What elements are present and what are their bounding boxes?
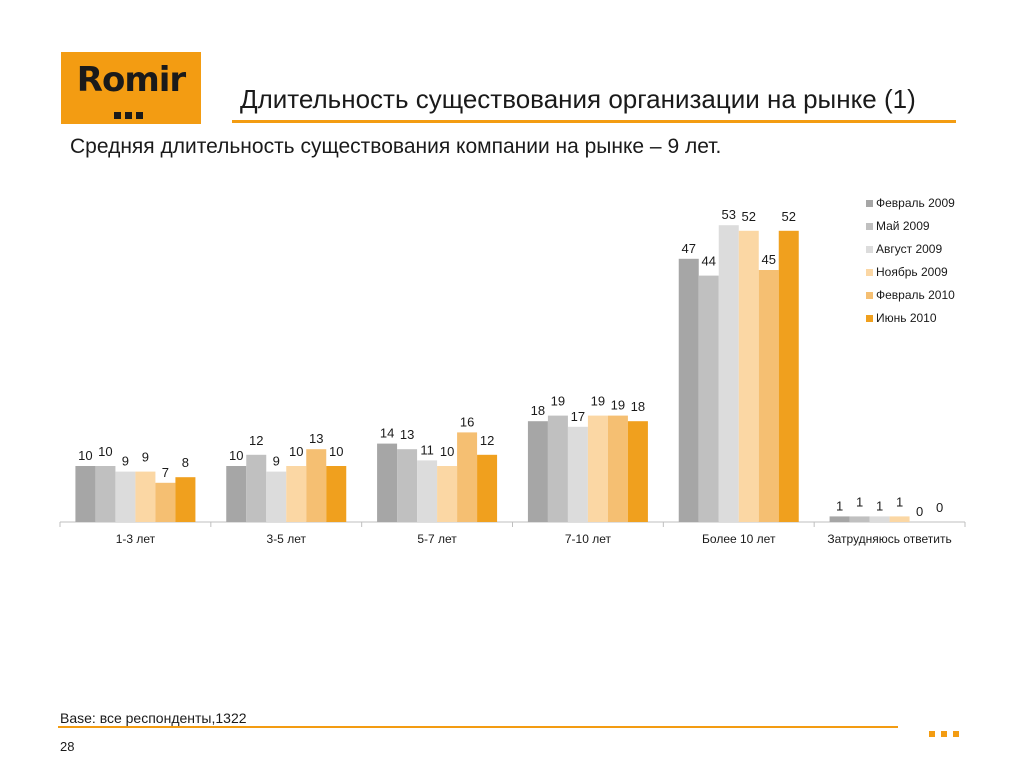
- legend-swatch: [866, 246, 873, 253]
- data-label: 1: [856, 494, 863, 509]
- legend-swatch: [866, 200, 873, 207]
- bar: [95, 466, 116, 522]
- romir-logo: Romir: [61, 52, 201, 124]
- bar: [175, 477, 196, 522]
- bar: [547, 415, 568, 522]
- data-label: 19: [611, 398, 625, 413]
- data-label: 10: [78, 448, 92, 463]
- bar: [869, 516, 890, 522]
- data-label: 52: [782, 209, 796, 224]
- x-tick-label: 3-5 лет: [267, 532, 307, 546]
- bar: [758, 270, 779, 522]
- legend-label: Ноябрь 2009: [876, 265, 948, 279]
- bar: [226, 466, 247, 522]
- data-label: 18: [631, 399, 645, 414]
- data-label: 19: [591, 394, 605, 409]
- data-label: 10: [440, 444, 454, 459]
- data-label: 47: [682, 241, 696, 256]
- data-label: 8: [182, 455, 189, 470]
- bar: [397, 449, 418, 522]
- data-label: 44: [702, 254, 716, 269]
- data-label: 9: [142, 450, 149, 465]
- bar: [246, 454, 267, 522]
- data-label: 19: [551, 394, 565, 409]
- data-label: 18: [531, 403, 545, 418]
- x-tick-label: 7-10 лет: [565, 532, 612, 546]
- data-label: 7: [162, 465, 169, 480]
- bar: [678, 258, 699, 522]
- data-label: 14: [380, 426, 394, 441]
- legend-label: Февраль 2010: [876, 288, 955, 302]
- logo-text: Romir: [76, 60, 186, 100]
- legend-swatch: [866, 315, 873, 322]
- bar: [738, 230, 759, 523]
- data-label: 10: [329, 444, 343, 459]
- base-note: Base: все респонденты,1322: [60, 710, 247, 726]
- bar: [306, 449, 327, 522]
- page-subtitle: Средняя длительность существования компа…: [70, 135, 722, 158]
- legend-swatch: [866, 269, 873, 276]
- data-label: 10: [98, 444, 112, 459]
- page-title: Длительность существования организации н…: [240, 84, 916, 114]
- data-label: 1: [896, 494, 903, 509]
- bar: [849, 516, 870, 522]
- data-label: 13: [400, 427, 414, 442]
- bar: [527, 421, 548, 522]
- legend-swatch: [866, 292, 873, 299]
- data-label: 16: [460, 414, 474, 429]
- bar: [377, 443, 398, 522]
- legend-label: Май 2009: [876, 219, 930, 233]
- bar: [115, 471, 136, 522]
- x-tick-label: 5-7 лет: [417, 532, 457, 546]
- data-label: 0: [936, 500, 943, 515]
- bar: [437, 466, 458, 522]
- data-label: 11: [420, 442, 434, 457]
- bar: [627, 421, 648, 522]
- bar: [718, 225, 739, 522]
- footer-divider: [58, 726, 898, 728]
- x-tick-label: Более 10 лет: [702, 532, 776, 546]
- legend-label: Февраль 2009: [876, 196, 955, 210]
- bar: [587, 415, 608, 522]
- bar: [567, 426, 588, 522]
- footer-dots: [929, 724, 965, 742]
- page-number: 28: [60, 739, 75, 754]
- legend-label: Июнь 2010: [876, 311, 937, 325]
- bar: [607, 415, 628, 522]
- bar: [75, 466, 96, 522]
- bar: [457, 432, 478, 522]
- bar: [889, 516, 910, 522]
- data-label: 0: [916, 504, 923, 519]
- bar: [829, 516, 850, 522]
- legend-swatch: [866, 223, 873, 230]
- data-label: 1: [836, 498, 843, 513]
- data-label: 12: [249, 433, 263, 448]
- data-label: 53: [722, 207, 736, 222]
- data-label: 12: [480, 433, 494, 448]
- data-label: 17: [571, 409, 585, 424]
- x-tick-label: Затрудняюсь ответить: [827, 532, 951, 546]
- data-label: 45: [762, 252, 776, 267]
- data-label: 10: [229, 448, 243, 463]
- data-label: 13: [309, 431, 323, 446]
- bar: [286, 466, 307, 522]
- logo-dots: [114, 106, 147, 119]
- data-label: 10: [289, 444, 303, 459]
- bar: [266, 471, 287, 522]
- title-divider: [232, 120, 956, 123]
- bar: [417, 460, 438, 522]
- data-label: 1: [876, 498, 883, 513]
- data-label: 52: [742, 209, 756, 224]
- bar: [155, 482, 176, 522]
- bar: [477, 454, 498, 522]
- data-label: 9: [273, 454, 280, 469]
- bar: [135, 471, 156, 522]
- x-tick-label: 1-3 лет: [116, 532, 156, 546]
- bar: [698, 275, 719, 522]
- bar: [326, 466, 347, 522]
- legend-label: Август 2009: [876, 242, 942, 256]
- bar: [778, 230, 799, 523]
- data-label: 9: [122, 454, 129, 469]
